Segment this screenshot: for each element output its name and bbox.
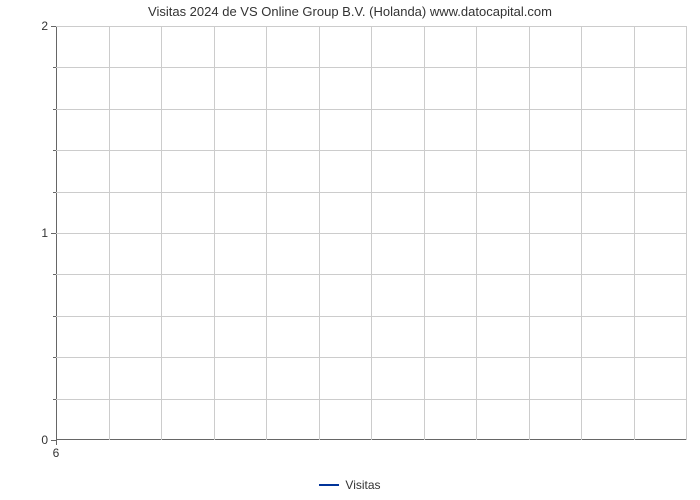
visits-chart: Visitas 2024 de VS Online Group B.V. (Ho…	[0, 0, 700, 500]
gridline-horizontal	[56, 192, 686, 193]
gridline-horizontal	[56, 274, 686, 275]
chart-title: Visitas 2024 de VS Online Group B.V. (Ho…	[0, 4, 700, 19]
y-axis-minor-tick-mark	[53, 357, 56, 358]
y-axis-minor-tick-mark	[53, 274, 56, 275]
gridline-horizontal	[56, 67, 686, 68]
gridline-horizontal	[56, 150, 686, 151]
y-axis-tick-mark	[51, 233, 56, 234]
x-axis-tick-mark	[56, 440, 57, 445]
y-axis-minor-tick-mark	[53, 67, 56, 68]
gridline-horizontal	[56, 233, 686, 234]
gridline-horizontal	[56, 357, 686, 358]
y-axis-minor-tick-mark	[53, 316, 56, 317]
legend-series-label: Visitas	[345, 478, 380, 492]
legend-series-line	[319, 484, 339, 486]
gridline-horizontal	[56, 399, 686, 400]
y-axis-tick-mark	[51, 26, 56, 27]
y-axis-minor-tick-mark	[53, 192, 56, 193]
gridline-horizontal	[56, 26, 686, 27]
y-axis-minor-tick-mark	[53, 150, 56, 151]
y-axis-minor-tick-mark	[53, 399, 56, 400]
legend: Visitas	[0, 478, 700, 492]
gridline-horizontal	[56, 109, 686, 110]
gridline-vertical	[686, 26, 687, 440]
gridline-horizontal	[56, 316, 686, 317]
y-axis-minor-tick-mark	[53, 109, 56, 110]
plot-area: 0126	[56, 26, 686, 440]
